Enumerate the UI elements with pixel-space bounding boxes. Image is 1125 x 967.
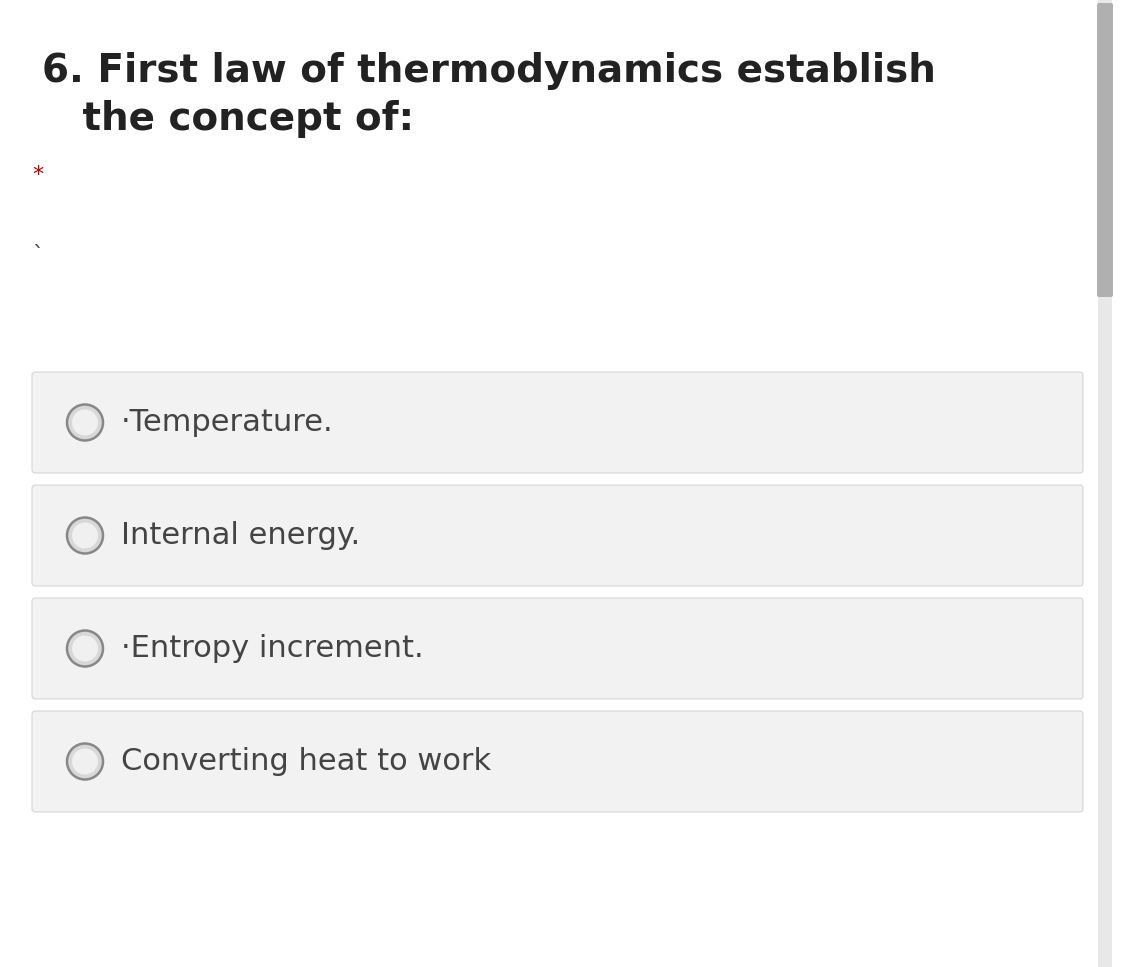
Text: Internal energy.: Internal energy. — [122, 521, 360, 550]
Circle shape — [72, 635, 98, 661]
FancyBboxPatch shape — [1098, 0, 1112, 967]
Circle shape — [68, 517, 104, 553]
Circle shape — [68, 744, 104, 779]
Circle shape — [72, 522, 98, 548]
Text: ·Temperature.: ·Temperature. — [122, 408, 334, 437]
Text: the concept of:: the concept of: — [42, 100, 414, 138]
FancyBboxPatch shape — [1097, 3, 1113, 297]
Text: ·Entropy increment.: ·Entropy increment. — [122, 634, 424, 663]
Text: `: ` — [32, 245, 43, 265]
Circle shape — [72, 409, 98, 435]
Text: *: * — [32, 165, 43, 185]
Circle shape — [72, 748, 98, 775]
FancyBboxPatch shape — [32, 372, 1083, 473]
Circle shape — [68, 404, 104, 441]
FancyBboxPatch shape — [32, 711, 1083, 812]
FancyBboxPatch shape — [32, 485, 1083, 586]
Circle shape — [68, 630, 104, 666]
Text: 6. First law of thermodynamics establish: 6. First law of thermodynamics establish — [42, 52, 936, 90]
Text: Converting heat to work: Converting heat to work — [122, 747, 492, 776]
FancyBboxPatch shape — [32, 598, 1083, 699]
